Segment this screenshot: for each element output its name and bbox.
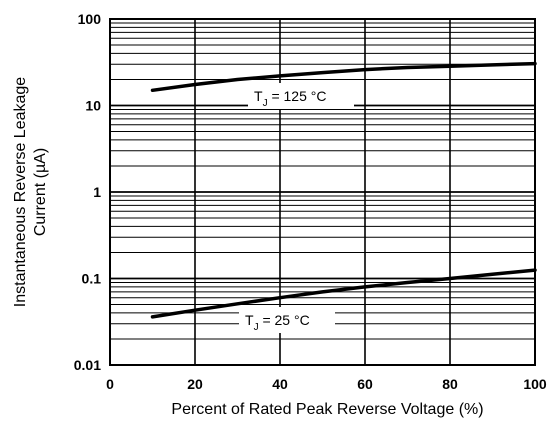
y-axis-title-line2: Current (µA) bbox=[32, 148, 49, 236]
x-axis-title: Percent of Rated Peak Reverse Voltage (%… bbox=[171, 401, 483, 418]
y-tick-label: 10 bbox=[85, 98, 101, 114]
series-label-0: TJ = 125 °C bbox=[254, 88, 326, 109]
plot-frame bbox=[109, 18, 536, 366]
x-tick-label: 20 bbox=[187, 376, 203, 392]
tick-labels: 0 20 40 60 80 100 0.01 0.1 1 10 100 bbox=[74, 11, 547, 392]
x-tick-label: 80 bbox=[442, 376, 458, 392]
x-tick-label: 0 bbox=[106, 376, 114, 392]
x-tick-label: 40 bbox=[272, 376, 288, 392]
y-tick-label: 100 bbox=[78, 11, 102, 27]
series-line-1 bbox=[150, 268, 537, 319]
y-tick-label: 1 bbox=[93, 184, 101, 200]
y-tick-label: 0.1 bbox=[82, 271, 102, 287]
series-line-0 bbox=[150, 61, 537, 93]
y-axis-title-line1: Instantaneous Reverse Leakage bbox=[12, 77, 29, 307]
chart-grid bbox=[109, 18, 536, 366]
y-tick-label: 0.01 bbox=[74, 357, 101, 373]
x-tick-label: 60 bbox=[357, 376, 373, 392]
series-labels: TJ = 125 °C TJ = 25 °C bbox=[239, 83, 354, 333]
x-tick-label: 100 bbox=[523, 376, 547, 392]
series-label-1: TJ = 25 °C bbox=[245, 312, 310, 333]
series-label-box-0 bbox=[248, 83, 354, 109]
series-label-box-1 bbox=[239, 307, 335, 333]
chart-series bbox=[150, 61, 537, 319]
